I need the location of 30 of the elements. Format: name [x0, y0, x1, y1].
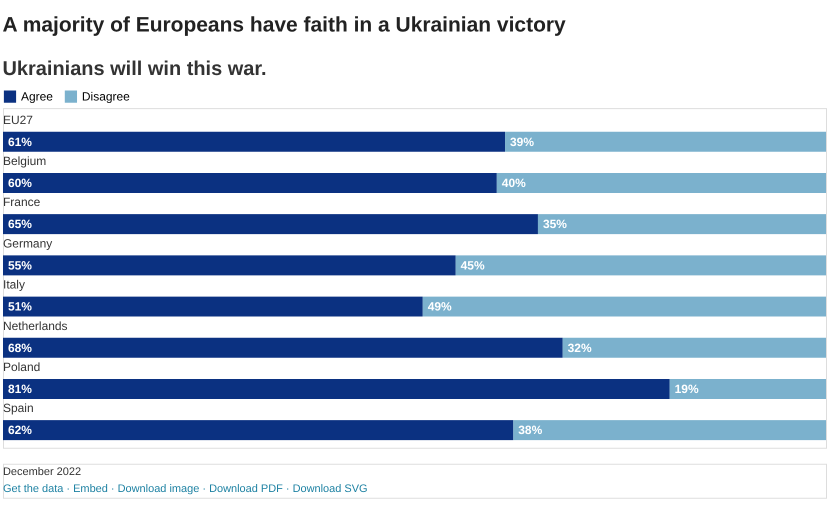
data-label: 81% — [8, 382, 32, 396]
data-label: 35% — [542, 217, 568, 232]
legend-label: Disagree — [82, 90, 130, 104]
data-label: 19% — [674, 382, 699, 396]
legend-label: Agree — [20, 90, 54, 104]
data-label: 39% — [510, 134, 534, 149]
data-label: 38% — [518, 423, 543, 438]
data-label: 40% — [502, 176, 526, 190]
y-tick-label: Germany — [2, 236, 52, 250]
chart-subtitle: Ukrainians will win this war. — [2, 58, 267, 80]
data-label: 68% — [8, 340, 32, 355]
y-tick-label: Spain — [2, 401, 34, 416]
data-label: 62% — [8, 423, 32, 438]
data-label: 60% — [8, 176, 32, 190]
y-tick-label: EU27 — [2, 112, 34, 127]
data-label: 45% — [460, 258, 485, 272]
data-label: 65% — [8, 217, 32, 232]
data-label: 55% — [8, 258, 32, 272]
chart-title: A majority of Europeans have faith in a Ukrainian victory — [2, 13, 566, 36]
text: Get the data · Embed · Download image · Download PDF · Download SVG — [2, 483, 368, 496]
data-label: 51% — [8, 300, 32, 314]
text: December 2022 — [2, 466, 82, 478]
y-tick-label: Poland — [2, 360, 40, 374]
y-tick-label: France — [2, 195, 41, 210]
data-label: 61% — [8, 134, 32, 149]
data-label: 32% — [568, 340, 592, 355]
data-label: 49% — [428, 300, 452, 314]
y-tick-label: Netherlands — [2, 318, 68, 333]
y-tick-label: Italy — [2, 278, 25, 292]
y-tick-label: Belgium — [2, 154, 46, 168]
